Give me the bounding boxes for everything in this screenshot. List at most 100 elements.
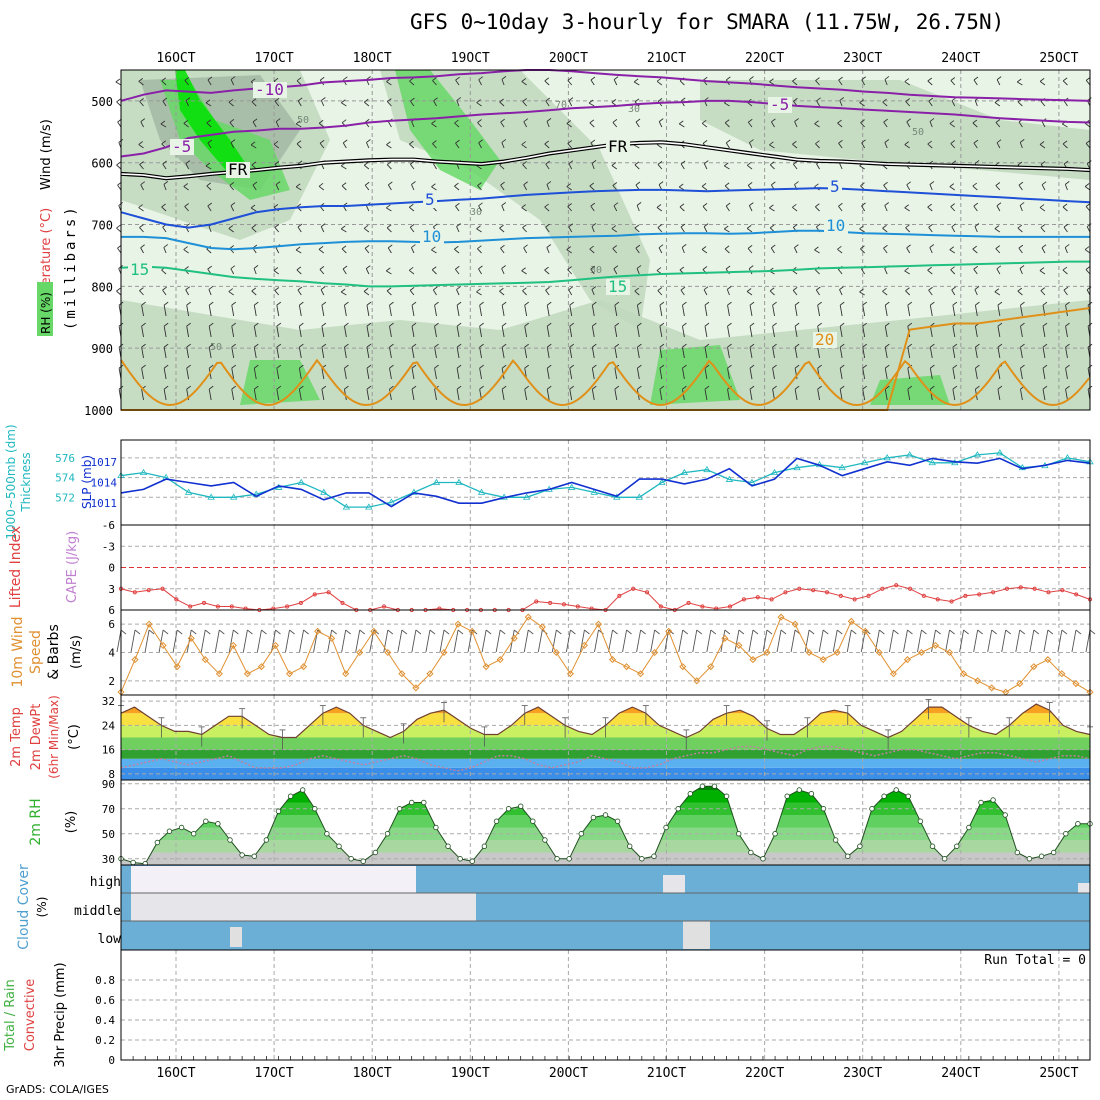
wind-barb-flag — [994, 99, 1000, 103]
precip-ylabel-2-group: Convective — [23, 979, 38, 1052]
wind-barb-flag — [162, 160, 167, 165]
wind-barb-flag — [499, 98, 504, 103]
wind-barb — [252, 121, 257, 128]
wind-barb-flag — [116, 98, 121, 103]
wind-barb-flag — [1018, 181, 1024, 186]
wind-barb — [1041, 247, 1046, 254]
wind-barb-flag — [139, 287, 144, 291]
surface-wind-barb-flag — [176, 629, 183, 635]
rh-marker — [748, 849, 754, 856]
wind-barb-flag — [769, 78, 774, 83]
wind-barb — [656, 207, 663, 212]
wind-barb-flag — [592, 322, 597, 327]
wind-barb-flag — [344, 343, 349, 348]
wind-barb — [229, 122, 235, 128]
wind-barb-flag — [704, 160, 709, 164]
wind-barb-flag — [163, 181, 169, 185]
wind-barb-flag — [949, 183, 955, 188]
wind-barb — [974, 226, 978, 233]
wind-barb-flag — [321, 301, 327, 306]
wind-barb — [141, 305, 144, 317]
wind-barb — [545, 226, 550, 233]
wind-barb — [929, 305, 933, 317]
wind-barb — [1065, 389, 1068, 401]
lifted-index-marker — [548, 600, 553, 606]
wind-barb — [590, 268, 595, 275]
wind-barb — [904, 81, 910, 86]
surface-wind-barb-flag — [1089, 629, 1096, 635]
wind-barb — [614, 389, 618, 401]
wind-barb-flag — [140, 244, 145, 249]
wind-barb — [727, 368, 730, 380]
wind-barb-flag — [433, 97, 438, 102]
wind-barb-flag — [1019, 139, 1025, 143]
wind-barb-flag — [184, 203, 189, 207]
wind-barb-flag — [186, 301, 191, 306]
wind-barb — [501, 389, 505, 401]
wind-barb-flag — [299, 364, 304, 369]
lifted-index-marker — [1032, 586, 1037, 591]
wind-barb — [794, 389, 798, 401]
wind-barb — [882, 101, 888, 107]
wind-barb-flag — [862, 322, 868, 327]
surface-wind-barb — [341, 629, 347, 653]
wind-barb-flag — [679, 266, 685, 271]
rh-marker — [687, 791, 693, 797]
wind-barb-flag — [454, 119, 459, 124]
wind-barb-flag — [883, 181, 888, 186]
surface-wind-barb — [1029, 629, 1035, 653]
wind-barb — [701, 122, 708, 128]
surface-wind-barb-flag — [443, 629, 450, 635]
wind-speed-marker — [580, 641, 588, 649]
wind-barb-flag — [501, 265, 506, 269]
rh-marker — [554, 856, 560, 862]
wind-speed-marker — [763, 648, 771, 657]
surface-wind-barb — [594, 629, 599, 653]
wind-barb — [163, 368, 167, 380]
wind-barb-flag — [116, 224, 121, 229]
precip-tick: 0.6 — [95, 994, 115, 1007]
wind-barb-flag — [612, 182, 618, 186]
wind-barb-flag — [975, 301, 980, 306]
wind-barb-flag — [568, 223, 574, 228]
wind-barb — [524, 347, 528, 359]
thickness-marker — [320, 488, 328, 495]
wind-barb-flag — [523, 118, 529, 123]
wind-barb — [276, 305, 280, 317]
wind-barb-flag — [501, 343, 507, 348]
rh-marker — [1002, 812, 1008, 818]
wind-barb-flag — [701, 183, 707, 187]
surface-wind-barb-flag — [429, 629, 436, 635]
wind-barb-flag — [208, 385, 214, 390]
isotherm-label-bg — [606, 139, 630, 155]
wind-barb-flag — [658, 244, 664, 249]
wind-barb — [455, 142, 460, 149]
wind-barb-flag — [389, 343, 394, 348]
wind-barb — [388, 121, 392, 128]
wind-barb — [408, 269, 415, 275]
wind-barb — [524, 326, 528, 338]
wind-speed-marker — [749, 656, 757, 664]
rh-contour-label: 30 — [628, 104, 640, 115]
wind-barb — [883, 247, 888, 254]
wind-barb — [411, 326, 415, 338]
wind-barb — [815, 80, 820, 86]
wind-barb-flag — [478, 139, 483, 144]
surface-wind-barb — [1001, 629, 1007, 653]
wind-barb — [1062, 269, 1068, 275]
wind-barb — [409, 290, 415, 296]
wind-barb — [1063, 226, 1068, 233]
wind-barb — [295, 186, 302, 191]
wind-barb-flag — [930, 322, 935, 327]
surface-wind-barb-flag — [513, 629, 520, 635]
wind-barb — [1016, 81, 1023, 86]
rh-marker — [312, 806, 318, 812]
wind-barb — [682, 305, 685, 317]
wind-barb-flag — [273, 267, 279, 271]
wind-barb-flag — [456, 343, 462, 348]
surface-wind-barb — [748, 629, 754, 653]
wind-barb-flag — [476, 99, 481, 103]
wind-barb-flag — [611, 225, 617, 229]
wind-barb — [478, 142, 482, 149]
wind-speed-marker — [1044, 656, 1052, 664]
